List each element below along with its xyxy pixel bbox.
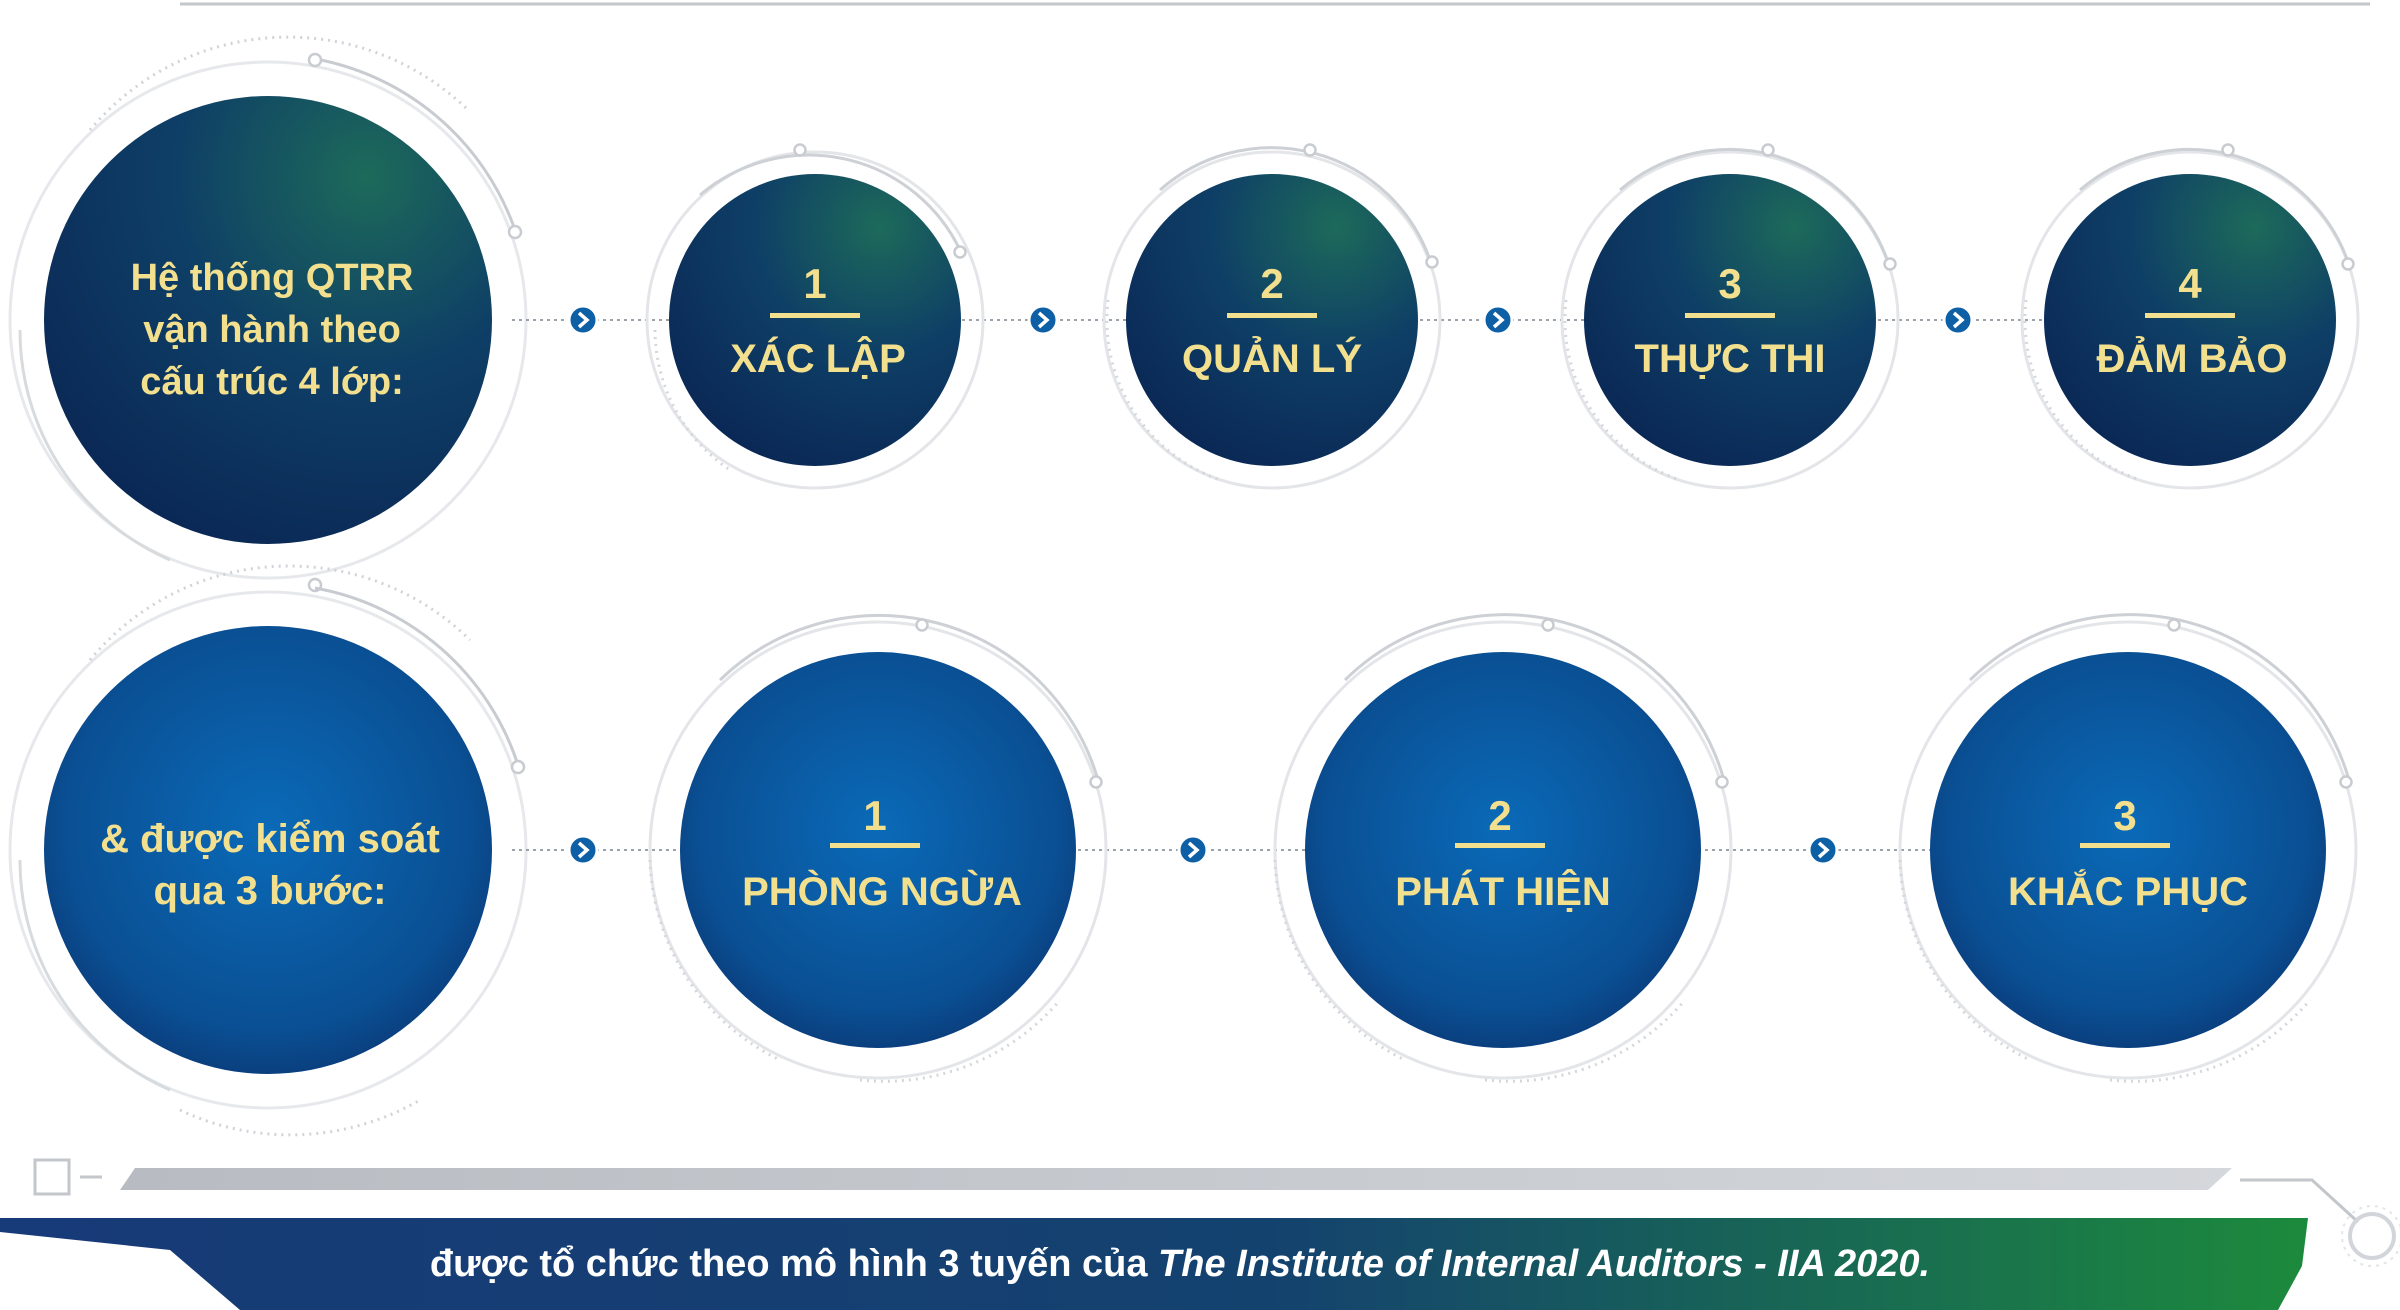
footer-caption: được tổ chức theo mô hình 3 tuyến của Th… (430, 1243, 1930, 1285)
arrow-icon (567, 304, 599, 336)
arrow-icon (1027, 304, 1059, 336)
arrow-icon (1177, 834, 1209, 866)
step-node-3: 3 KHẮC PHỤC (1898, 613, 2358, 1083)
arrow-icon (1942, 304, 1974, 336)
footer-text: được tổ chức theo mô hình 3 tuyến của (430, 1243, 1158, 1285)
layer-node-3: 3 THỰC THI (1560, 143, 1900, 490)
intro-layers-rings (8, 35, 528, 593)
step-label: PHÁT HIỆN (1395, 868, 1611, 914)
layer-number: 3 (1718, 260, 1741, 307)
layer-label: XÁC LẬP (730, 335, 906, 381)
layer-number: 2 (1260, 260, 1283, 307)
layer-label: THỰC THI (1635, 337, 1826, 381)
intro-steps-line1: & được kiểm soát (100, 817, 440, 861)
step-number: 1 (863, 792, 886, 839)
step-node-1: 1 PHÒNG NGỪA (648, 613, 1108, 1083)
footer-decor (33, 1158, 2400, 1267)
step-node-2: 2 PHÁT HIỆN (1273, 613, 1733, 1083)
step-number: 3 (2113, 792, 2136, 839)
step-number: 2 (1488, 792, 1511, 839)
layer-node-4: 4 ĐẢM BẢO (2020, 143, 2360, 490)
arrow-icon (1482, 304, 1514, 336)
arrow-icon (567, 834, 599, 866)
footer-italic: The Institute of Internal Auditors - IIA… (1158, 1243, 1930, 1285)
layer-number: 4 (2178, 260, 2202, 307)
layer-node-2: 2 QUẢN LÝ (1102, 143, 1442, 490)
intro-steps-circle (44, 626, 492, 1074)
step-label: PHÒNG NGỪA (742, 868, 1022, 914)
intro-layers-line3: cấu trúc 4 lớp: (140, 361, 404, 403)
footer-banner (0, 1218, 2308, 1310)
layer-label: ĐẢM BẢO (2096, 335, 2287, 381)
intro-layers-circle (44, 96, 492, 544)
intro-steps-line2: qua 3 bước: (154, 869, 387, 913)
layer-number: 1 (803, 260, 826, 307)
layer-node-1: 1 XÁC LẬP (645, 143, 985, 490)
arrow-icon (1807, 834, 1839, 866)
intro-layers-line1: Hệ thống QTRR (131, 257, 414, 299)
intro-layers-line2: vận hành theo (143, 309, 401, 351)
layer-label: QUẢN LÝ (1182, 335, 1362, 381)
step-label: KHẮC PHỤC (2008, 868, 2248, 914)
